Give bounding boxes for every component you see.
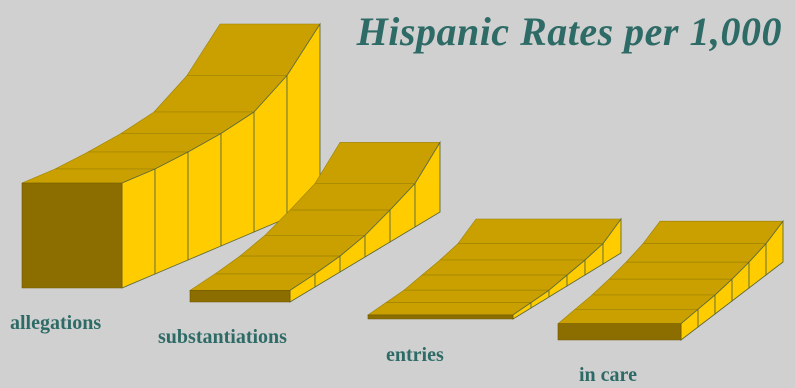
ribbon-side-segment bbox=[187, 132, 222, 261]
ribbon-1 bbox=[21, 22, 321, 289]
category-label-allegations: allegations bbox=[10, 312, 102, 334]
category-label-entries: entries bbox=[386, 344, 444, 366]
chart-title: Hispanic Rates per 1,000 bbox=[356, 9, 782, 54]
ribbon-3 bbox=[367, 217, 622, 320]
ribbon-side-segment bbox=[220, 111, 255, 247]
ribbon-side-segment bbox=[414, 140, 441, 228]
ribbon-2 bbox=[189, 140, 441, 303]
ribbon-top-segment bbox=[367, 302, 532, 316]
category-label-in-care: in care bbox=[579, 364, 637, 386]
ribbon-4 bbox=[557, 219, 784, 341]
ribbon-top-segment bbox=[591, 278, 733, 296]
ribbon-top-segment bbox=[457, 218, 622, 244]
ribbon-top-segment bbox=[642, 220, 784, 244]
ribbon-front-face bbox=[21, 182, 123, 289]
ribbon-top-segment bbox=[625, 243, 767, 263]
ribbon-front-face bbox=[557, 323, 682, 341]
ribbon-front-face bbox=[367, 314, 514, 320]
ribbon-top-segment bbox=[403, 274, 568, 291]
ribbon-top-segment bbox=[421, 259, 586, 276]
ribbon-front-face bbox=[189, 290, 291, 303]
ribbon-top-segment bbox=[385, 289, 550, 303]
ribbon-top-segment bbox=[608, 261, 750, 280]
ribbon-side-segment bbox=[602, 217, 622, 265]
category-label-substantiations: substantiations bbox=[158, 326, 287, 348]
ribbon-top-segment bbox=[574, 294, 716, 310]
ribbon-side-segment bbox=[154, 151, 189, 275]
ribbon-top-segment bbox=[439, 243, 604, 261]
ribbon-side-segment bbox=[121, 168, 156, 289]
ribbon-side-segment bbox=[765, 219, 784, 276]
ribbon-top-segment bbox=[557, 308, 699, 325]
